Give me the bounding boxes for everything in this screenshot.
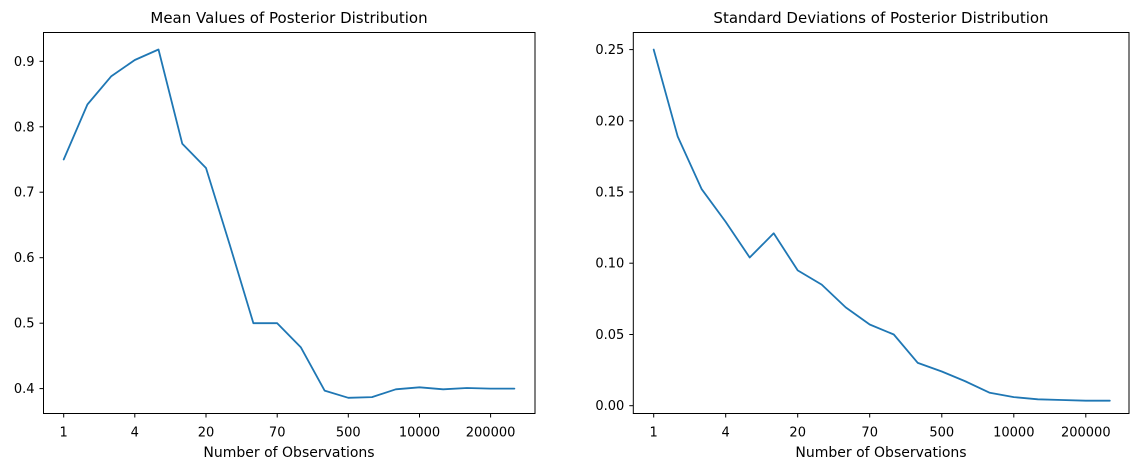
plot-title: Mean Values of Posterior Distribution <box>150 9 427 27</box>
x-axis-ticks: 1 4 20 70 500 10000 200000 <box>650 413 1111 441</box>
x-axis-label: Number of Observations <box>795 445 966 461</box>
y-tick-label: 0.10 <box>595 257 624 272</box>
subplot-standard-deviations: 1 4 20 70 500 10000 200000 0.00 0.05 0.10 0.15 0.2… <box>568 0 1136 471</box>
axes-frame <box>43 32 536 414</box>
y-tick-label: 0.6 <box>14 251 35 266</box>
x-axis-label: Number of Observations <box>203 445 374 461</box>
mean-values-plot-canvas: 1 4 20 70 500 10000 200000 0.40.50.60.70.80.9 … <box>14 9 536 461</box>
subplot-mean-values: 1 4 20 70 500 10000 200000 0.4 0.5 0.6 0.7 0.8 0.9 … <box>14 9 536 461</box>
x-tick-label: 20 <box>789 426 806 441</box>
y-axis-ticks: 0.00 0.05 0.10 0.15 0.20 0.25 <box>595 43 634 414</box>
y-tick-label: 0.00 <box>595 399 624 414</box>
y-tick-label: 0.8 <box>14 120 35 135</box>
axes-frame <box>632 32 1130 414</box>
y-tick-label: 0.20 <box>595 114 624 129</box>
x-tick-label: 10000 <box>399 426 440 441</box>
x-tick-label: 200000 <box>466 426 516 441</box>
x-tick-label: 4 <box>722 426 730 441</box>
x-tick-label: 20 <box>198 426 215 441</box>
x-tick-label: 70 <box>269 426 286 441</box>
y-tick-label: 0.7 <box>14 186 35 201</box>
x-tick-label: 4 <box>131 426 139 441</box>
y-tick-label: 0.15 <box>595 186 624 201</box>
y-tick-label: 0.5 <box>14 317 35 332</box>
posterior-mean-line <box>62 48 516 399</box>
y-axis-ticks: 0.4 0.5 0.6 0.7 0.8 0.9 <box>14 55 44 397</box>
x-tick-label: 1 <box>650 426 658 441</box>
x-axis-ticks: 1 4 20 70 500 10000 200000 <box>60 413 516 441</box>
plot-title: Standard Deviations of Posterior Distrib… <box>713 9 1048 27</box>
x-tick-label: 200000 <box>1061 426 1111 441</box>
x-tick-label: 1 <box>60 426 68 441</box>
y-tick-label: 0.25 <box>595 43 624 58</box>
posterior-sd-line <box>652 48 1111 402</box>
x-tick-label: 500 <box>929 426 954 441</box>
standard-deviations-plot-canvas: 1 4 20 70 500 10000 200000 0.00 0.05 0.10 0.15 0.2… <box>595 9 1130 461</box>
x-tick-label: 500 <box>336 426 361 441</box>
x-tick-label: 10000 <box>993 426 1034 441</box>
y-tick-label: 0.05 <box>595 328 624 343</box>
y-tick-label: 0.9 <box>14 55 35 70</box>
x-tick-label: 70 <box>861 426 878 441</box>
y-tick-label: 0.4 <box>14 382 35 397</box>
